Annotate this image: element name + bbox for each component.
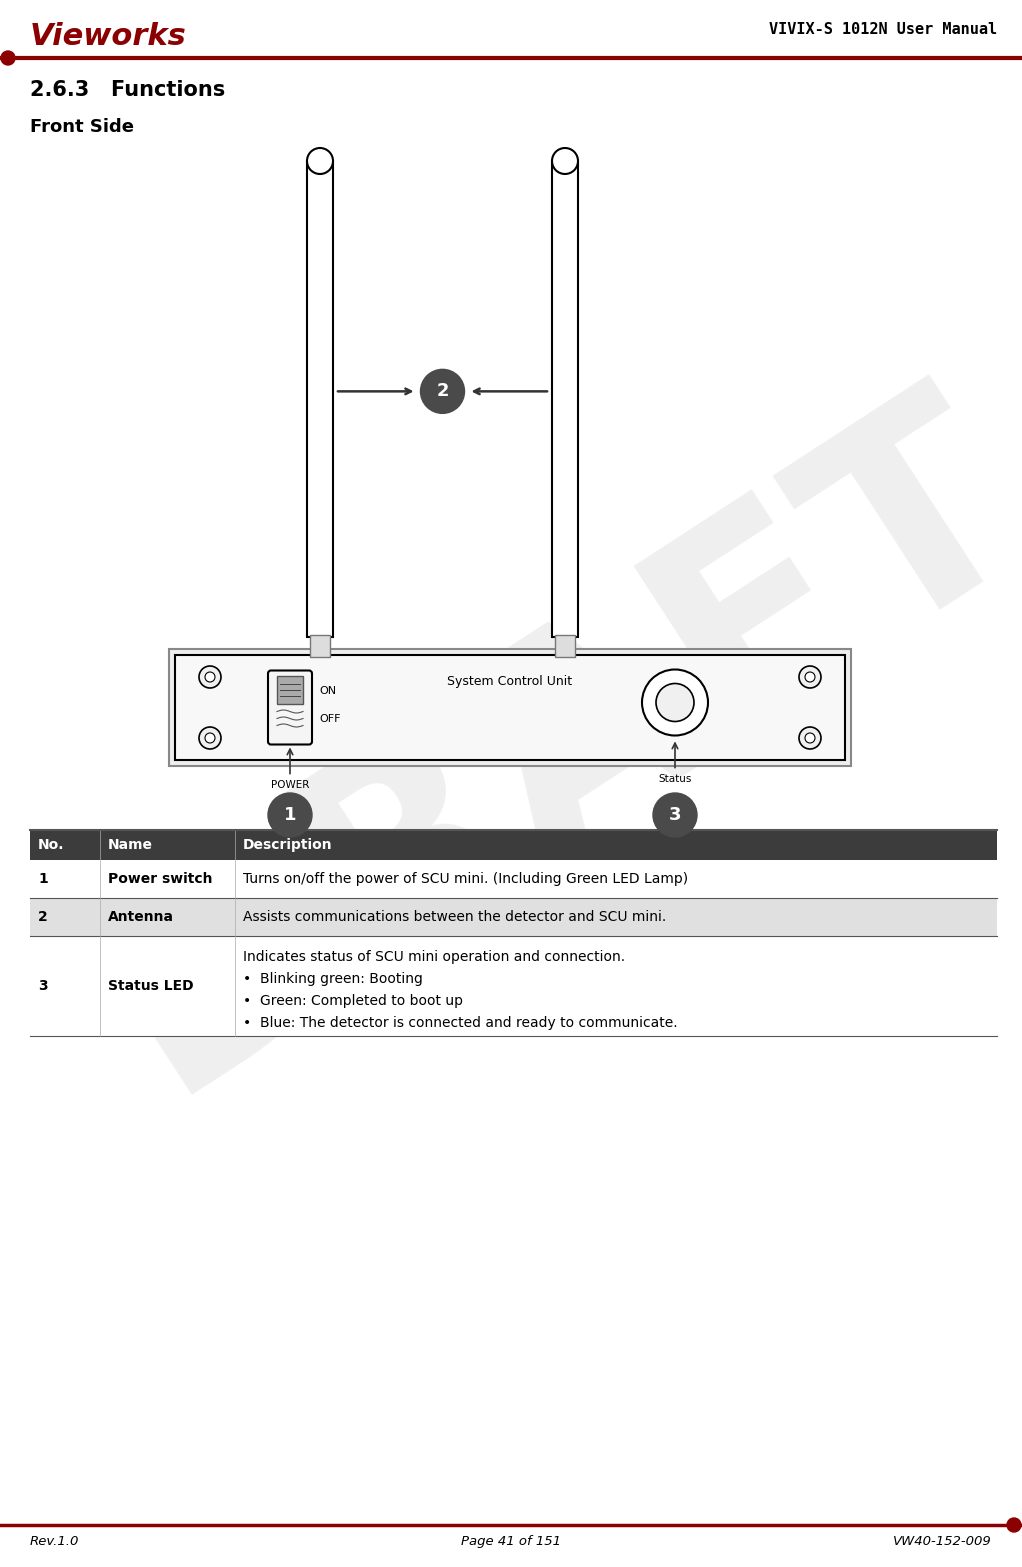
Bar [310, 635, 330, 657]
Circle shape [199, 666, 221, 688]
Circle shape [205, 672, 215, 682]
FancyBboxPatch shape [268, 671, 312, 744]
Text: System Control Unit: System Control Unit [448, 675, 572, 688]
Text: 2.6.3   Functions: 2.6.3 Functions [30, 80, 225, 100]
Text: POWER: POWER [271, 779, 310, 790]
Bar [552, 161, 578, 638]
Text: Turns on/off the power of SCU mini. (Including Green LED Lamp): Turns on/off the power of SCU mini. (Inc… [243, 871, 688, 885]
Text: 1: 1 [38, 871, 48, 885]
Text: DRAFT: DRAFT [51, 351, 1022, 1142]
Text: Antenna: Antenna [108, 910, 174, 925]
Circle shape [1, 52, 15, 64]
Circle shape [805, 733, 815, 743]
Circle shape [805, 672, 815, 682]
Text: Assists communications between the detector and SCU mini.: Assists communications between the detec… [243, 910, 666, 925]
Text: •  Green: Completed to boot up: • Green: Completed to boot up [243, 993, 463, 1008]
Text: Name: Name [108, 838, 153, 852]
Circle shape [205, 733, 215, 743]
Text: Rev.1.0: Rev.1.0 [30, 1536, 80, 1548]
Bar [30, 860, 997, 898]
Text: Description: Description [243, 838, 332, 852]
Bar [30, 935, 997, 1036]
Circle shape [420, 370, 465, 414]
Bar [307, 161, 333, 638]
Circle shape [653, 793, 697, 837]
Bar [175, 655, 845, 760]
Text: No.: No. [38, 838, 64, 852]
Text: VW40-152-009: VW40-152-009 [893, 1536, 992, 1548]
Text: Indicates status of SCU mini operation and connection.: Indicates status of SCU mini operation a… [243, 950, 625, 964]
Text: ON: ON [319, 685, 336, 696]
Circle shape [268, 793, 312, 837]
Text: OFF: OFF [319, 715, 340, 724]
Circle shape [799, 727, 821, 749]
Bar [555, 635, 575, 657]
Text: •  Blue: The detector is connected and ready to communicate.: • Blue: The detector is connected and re… [243, 1015, 678, 1030]
Bar [277, 675, 303, 704]
Circle shape [307, 147, 333, 174]
Text: 2: 2 [436, 382, 449, 400]
Text: 3: 3 [38, 979, 48, 993]
Bar [30, 898, 997, 935]
Circle shape [199, 727, 221, 749]
Circle shape [552, 147, 578, 174]
Text: VIVIX-S 1012N User Manual: VIVIX-S 1012N User Manual [769, 22, 997, 38]
Text: 2: 2 [38, 910, 48, 925]
Text: Power switch: Power switch [108, 871, 213, 885]
Text: Status LED: Status LED [108, 979, 193, 993]
Text: 3: 3 [668, 805, 682, 824]
Circle shape [799, 666, 821, 688]
Bar [30, 831, 997, 860]
Circle shape [656, 683, 694, 721]
Text: •  Blinking green: Booting: • Blinking green: Booting [243, 972, 423, 986]
Text: Vieworks: Vieworks [30, 22, 187, 52]
Text: 1: 1 [284, 805, 296, 824]
Text: Status: Status [658, 774, 692, 784]
Circle shape [642, 669, 708, 735]
Bar [169, 649, 851, 766]
Text: Front Side: Front Side [30, 118, 134, 136]
Text: Page 41 of 151: Page 41 of 151 [461, 1536, 561, 1548]
Circle shape [1007, 1518, 1021, 1533]
